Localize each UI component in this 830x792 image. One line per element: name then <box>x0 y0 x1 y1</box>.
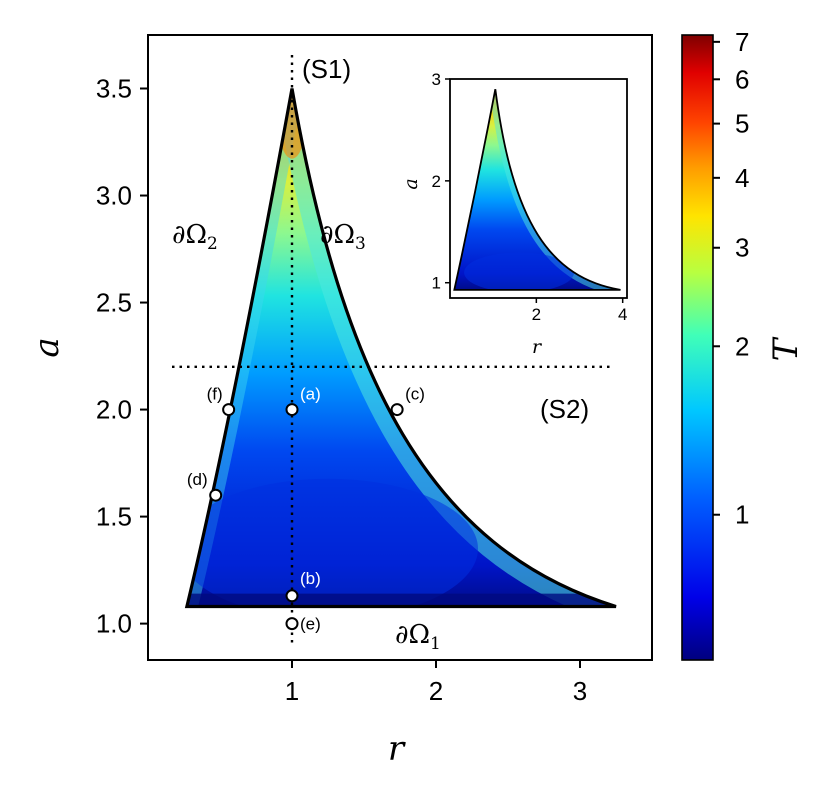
colorbar-label: T <box>766 336 806 361</box>
point-label-c: (c) <box>405 385 425 404</box>
x-axis-label: r <box>388 729 406 769</box>
heatmap-bottom-shade <box>186 593 616 607</box>
point-label-a: (a) <box>300 385 321 404</box>
point-c <box>390 403 404 417</box>
x-tick-label: 2 <box>429 676 443 706</box>
region-boundary <box>184 88 617 609</box>
point-e <box>285 617 299 631</box>
colorbar: 1 2 3 4 5 6 7 T <box>681 27 806 661</box>
y-tick-label: 1.5 <box>96 502 132 532</box>
y-tick-label: 2.0 <box>96 395 132 425</box>
inset-region-boundary <box>453 89 621 291</box>
point-label-e: (e) <box>300 615 321 634</box>
x-tick-label: 1 <box>285 676 299 706</box>
inset-x-tick-label: 2 <box>532 305 541 324</box>
heatmap-interior-shade <box>186 478 478 607</box>
colorbar-tick-label: 1 <box>735 500 749 530</box>
colorbar-bar <box>681 34 714 661</box>
point-label-f: (f) <box>207 385 223 404</box>
point-label-d: (d) <box>187 470 208 489</box>
boundary-label-3: ∂Ω3 <box>320 220 366 254</box>
y-tick-label: 2.5 <box>96 288 132 318</box>
y-tick-label: 3.0 <box>96 181 132 211</box>
inset-axes: 2 4 1 2 3 r a <box>400 70 628 358</box>
boundary-label-2: ∂Ω2 <box>172 220 218 254</box>
inset-x-tick-label: 4 <box>618 305 627 324</box>
point-b <box>285 589 299 603</box>
y-tick-label: 1.0 <box>96 609 132 639</box>
boundary-label-1: ∂Ω1 <box>395 620 441 654</box>
inset-interior-shade <box>464 252 575 290</box>
y-tick-label: 3.5 <box>96 74 132 104</box>
colorbar-tick-label: 5 <box>735 109 749 139</box>
point-f <box>222 403 236 417</box>
section-label-s2: (S2) <box>540 394 589 424</box>
inset-y-tick-label: 3 <box>432 70 441 89</box>
section-label-s1: (S1) <box>302 54 351 84</box>
inset-y-axis-label: a <box>400 178 422 189</box>
colorbar-tick-label: 6 <box>735 64 749 94</box>
colorbar-tick-label: 4 <box>735 163 749 193</box>
inset-y-tick-label: 2 <box>432 172 441 191</box>
point-d <box>209 488 223 502</box>
colorbar-tick-label: 3 <box>735 233 749 263</box>
point-a <box>285 403 299 417</box>
x-tick-label: 3 <box>573 676 587 706</box>
main-axes-frame <box>147 34 653 661</box>
colorbar-tick-label: 2 <box>735 331 749 361</box>
inset-axes-frame <box>449 78 628 299</box>
y-axis-label: a <box>27 337 67 357</box>
point-label-b: (b) <box>300 569 321 588</box>
inset-y-tick-label: 1 <box>432 274 441 293</box>
colorbar-tick-label: 7 <box>735 27 749 57</box>
inset-x-axis-label: r <box>532 336 543 358</box>
